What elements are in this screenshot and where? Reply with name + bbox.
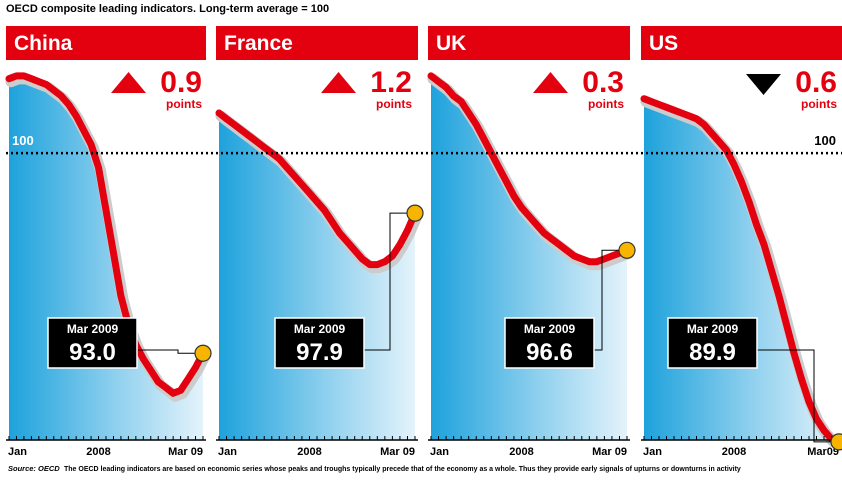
panel-header xyxy=(641,26,842,60)
area xyxy=(219,113,415,440)
panel-title: China xyxy=(14,32,73,55)
x-tick-label: Mar 09 xyxy=(380,446,415,458)
callout-box xyxy=(274,317,365,369)
area xyxy=(9,75,203,441)
change-unit: points xyxy=(376,97,412,111)
callout-date: Mar 2009 xyxy=(687,322,739,336)
x-tick-label: Jan xyxy=(8,446,27,458)
callout-connector xyxy=(137,349,203,354)
change-arrow xyxy=(533,72,568,93)
line xyxy=(215,109,419,269)
change-unit: points xyxy=(588,97,624,111)
end-point xyxy=(618,241,636,259)
panel-title: UK xyxy=(436,32,466,55)
callout-box xyxy=(667,317,758,369)
x-tick-label: 2008 xyxy=(509,446,533,458)
callout-value: 96.6 xyxy=(526,339,573,366)
change-unit: points xyxy=(801,97,837,111)
change-value: 0.3 xyxy=(582,66,624,99)
x-tick-label: Mar 09 xyxy=(592,446,627,458)
callout-value: 97.9 xyxy=(296,339,343,366)
callout-value: 89.9 xyxy=(689,339,736,366)
x-tick-label: Jan xyxy=(430,446,449,458)
panel-header xyxy=(216,26,418,60)
change-arrow xyxy=(111,72,146,93)
change-arrow xyxy=(746,74,781,95)
change-value: 0.6 xyxy=(795,66,837,99)
end-point xyxy=(830,433,842,451)
x-tick-label: Jan xyxy=(643,446,662,458)
line xyxy=(427,72,631,266)
end-point xyxy=(194,344,212,362)
source: Source: OECD xyxy=(8,464,60,473)
line xyxy=(5,72,207,397)
panel-title: France xyxy=(224,32,293,55)
x-tick-label: Mar 09 xyxy=(168,446,203,458)
change-value: 1.2 xyxy=(370,66,412,99)
change-value: 0.9 xyxy=(160,66,202,99)
x-tick-label: 2008 xyxy=(86,446,110,458)
callout-date: Mar 2009 xyxy=(294,322,346,336)
callout-connector xyxy=(594,249,627,351)
x-tick-label: Mar09 xyxy=(807,446,839,458)
change-arrow xyxy=(321,72,356,93)
x-tick-label: 2008 xyxy=(722,446,746,458)
change-unit: points xyxy=(166,97,202,111)
callout-date: Mar 2009 xyxy=(67,322,119,336)
panel-header xyxy=(428,26,630,60)
callout-connector xyxy=(364,212,415,351)
line xyxy=(640,95,842,446)
end-point xyxy=(406,204,424,222)
callout-date: Mar 2009 xyxy=(524,322,576,336)
note: The OECD leading indicators are based on… xyxy=(64,466,741,473)
callout-box xyxy=(47,317,138,369)
callout-box xyxy=(504,317,595,369)
panel-title: US xyxy=(649,32,678,55)
x-tick-label: Jan xyxy=(218,446,237,458)
reference-label: 100 xyxy=(814,133,836,148)
callout-connector xyxy=(757,349,839,443)
reference-label: 100 xyxy=(12,133,34,148)
panel-header xyxy=(6,26,206,60)
callout-value: 93.0 xyxy=(69,339,116,366)
page-title: OECD composite leading indicators. Long-… xyxy=(6,3,329,15)
x-tick-label: 2008 xyxy=(297,446,321,458)
